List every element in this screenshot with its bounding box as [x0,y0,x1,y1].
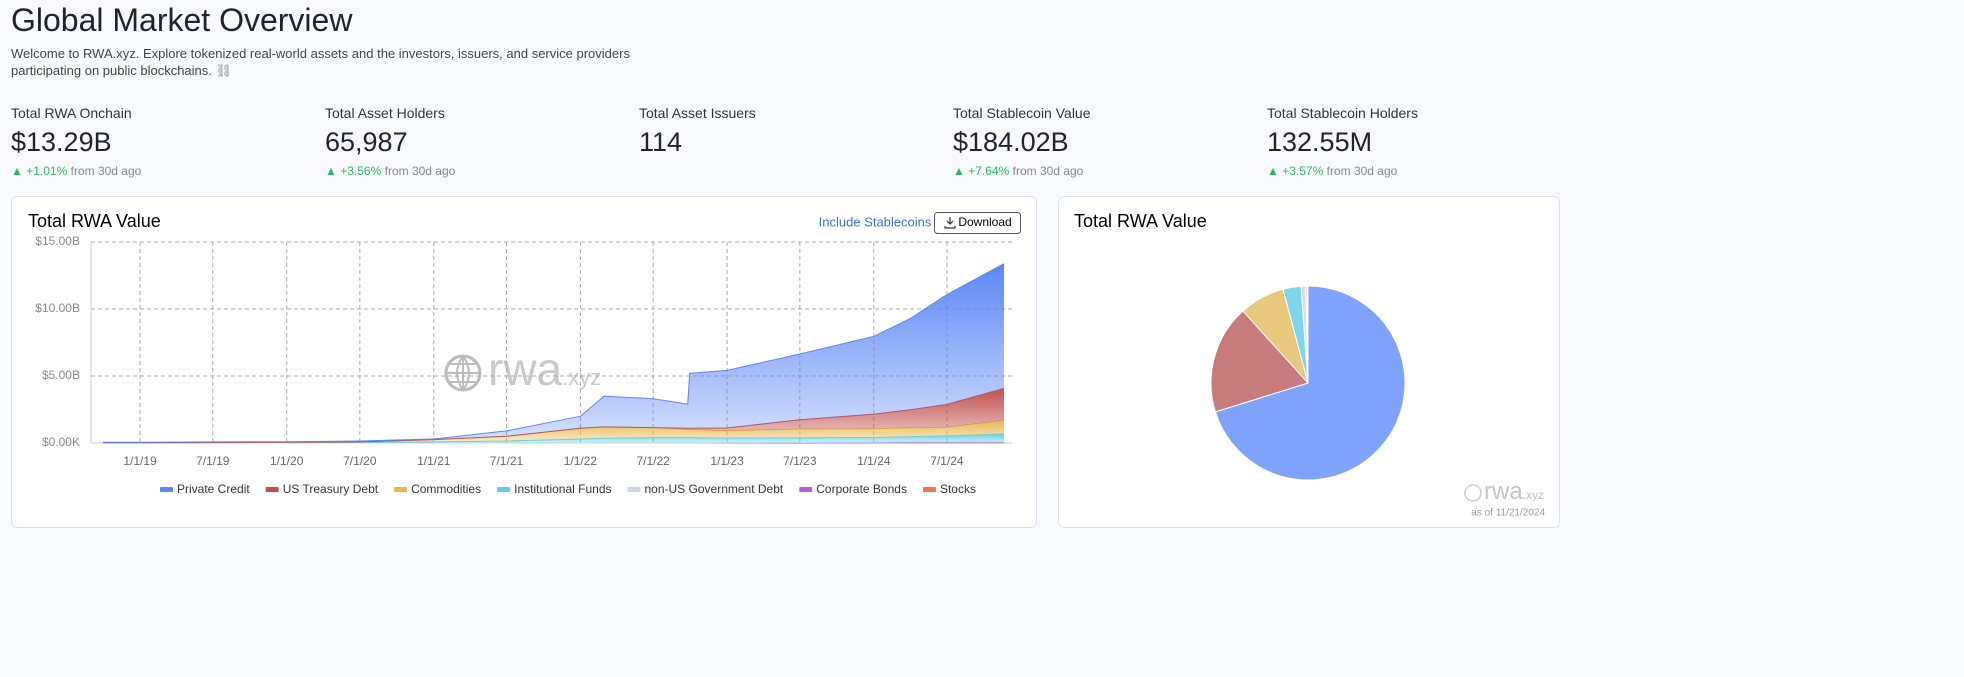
area-fill [103,433,1005,443]
x-tick-label: 7/1/20 [343,454,377,468]
y-tick-label: $5.00B [42,368,80,382]
stat: Total Stablecoin Holders 132.55M ▲ +3.57% … [1267,105,1418,178]
chart-title: Total RWA Value [1074,211,1207,231]
x-tick-label: 1/1/22 [564,454,598,468]
stat-value: $184.02B [953,127,1069,157]
legend-swatch [497,487,511,492]
legend-swatch [265,487,279,492]
stat: Total RWA Onchain $13.29B ▲ +1.01% from 30… [11,105,141,178]
up-arrow: ▲ [953,164,969,178]
watermark-suffix: .xyz [1523,488,1544,502]
stat: Total Asset Issuers 114 [639,105,756,158]
legend-label: US Treasury Debt [283,482,379,496]
pie-slice [1210,310,1309,413]
download-icon [944,217,956,229]
legend-label: Stocks [940,482,976,496]
stat-label: Total Stablecoin Holders [1267,105,1418,121]
x-tick-label: 1/1/24 [857,454,891,468]
legend-swatch [394,487,408,492]
stat-value: $13.29B [11,127,112,157]
change-value: +7.64% [968,164,1010,178]
pie-slice [1306,285,1309,384]
area-fill [103,388,1005,443]
area-fill [103,263,1005,443]
stat-change: ▲ +3.57% from 30d ago [1267,164,1418,178]
stat-change: ▲ +7.64% from 30d ago [953,164,1091,178]
area-line [103,263,1005,443]
x-tick-label: 1/1/23 [710,454,744,468]
legend-swatch [160,487,173,492]
watermark-main: rwa [1484,478,1523,505]
stat-change: ▲ +3.56% from 30d ago [325,164,455,178]
pie-watermark-globe [1464,484,1482,502]
area-card [11,196,1037,528]
stat-label: Total Asset Holders [325,105,445,121]
stablecoin-toggle[interactable]: Include Stablecoins [819,214,932,229]
watermark: rwa.xyz [1484,478,1544,505]
change-note: from 30d ago [1326,164,1398,178]
stat-label: Total RWA Onchain [11,105,132,121]
up-arrow: ▲ [325,164,341,178]
chart-title: Total RWA Value [28,211,161,231]
stat-label: Total Asset Issuers [639,105,756,121]
legend-label: Corporate Bonds [816,482,907,496]
stat-value: 132.55M [1267,127,1373,157]
page-subtitle: Welcome to RWA.xyz. Explore tokenized re… [11,45,651,79]
legend-label: Commodities [411,482,481,496]
subtitle-text: Welcome to RWA.xyz. Explore tokenized re… [11,46,630,78]
y-tick-label: $15.00B [35,234,80,248]
x-tick-label: 7/1/19 [196,454,230,468]
x-tick-label: 7/1/21 [490,454,524,468]
legend-swatch [799,487,813,492]
x-tick-label: 7/1/22 [636,454,670,468]
change-value: +3.56% [340,164,382,178]
y-tick-label: $0.00K [42,435,80,449]
legend-swatch [627,487,641,492]
x-tick-label: 7/1/23 [783,454,817,468]
stat-value: 114 [639,127,683,157]
up-arrow: ▲ [1267,164,1283,178]
watermark: rwa.xyz [488,343,601,395]
download-label: Download [958,215,1011,229]
download-button[interactable] [934,212,1021,234]
change-note: from 30d ago [1012,164,1084,178]
up-arrow: ▲ [11,164,27,178]
legend-label: Private Credit [177,482,250,496]
change-note: from 30d ago [384,164,456,178]
legend-label: Institutional Funds [514,482,611,496]
watermark-suffix: .xyz [562,365,601,390]
stat-label: Total Stablecoin Value [953,105,1091,121]
x-tick-label: 7/1/24 [930,454,964,468]
stat: Total Asset Holders 65,987 ▲ +3.56% from 3… [325,105,455,178]
pie-slice [1214,285,1406,481]
change-note: from 30d ago [70,164,142,178]
as-of-note: as of 11/21/2024 [1471,508,1545,519]
stat: Total Stablecoin Value $184.02B ▲ +7.64% f… [953,105,1091,178]
stat-value: 65,987 [325,127,408,157]
change-value: +1.01% [26,164,68,178]
legend-label: non-US Government Debt [645,482,784,496]
link-icon: ⛓ [215,63,233,78]
x-tick-label: 1/1/19 [123,454,157,468]
stat-change: ▲ +1.01% from 30d ago [11,164,141,178]
y-tick-label: $10.00B [35,301,80,315]
watermark-main: rwa [488,343,563,395]
change-value: +3.57% [1282,164,1324,178]
x-tick-label: 1/1/21 [417,454,451,468]
watermark-globe-lines [446,355,480,391]
page-title: Global Market Overview [11,2,353,38]
x-tick-label: 1/1/20 [270,454,304,468]
legend-swatch [922,487,936,492]
